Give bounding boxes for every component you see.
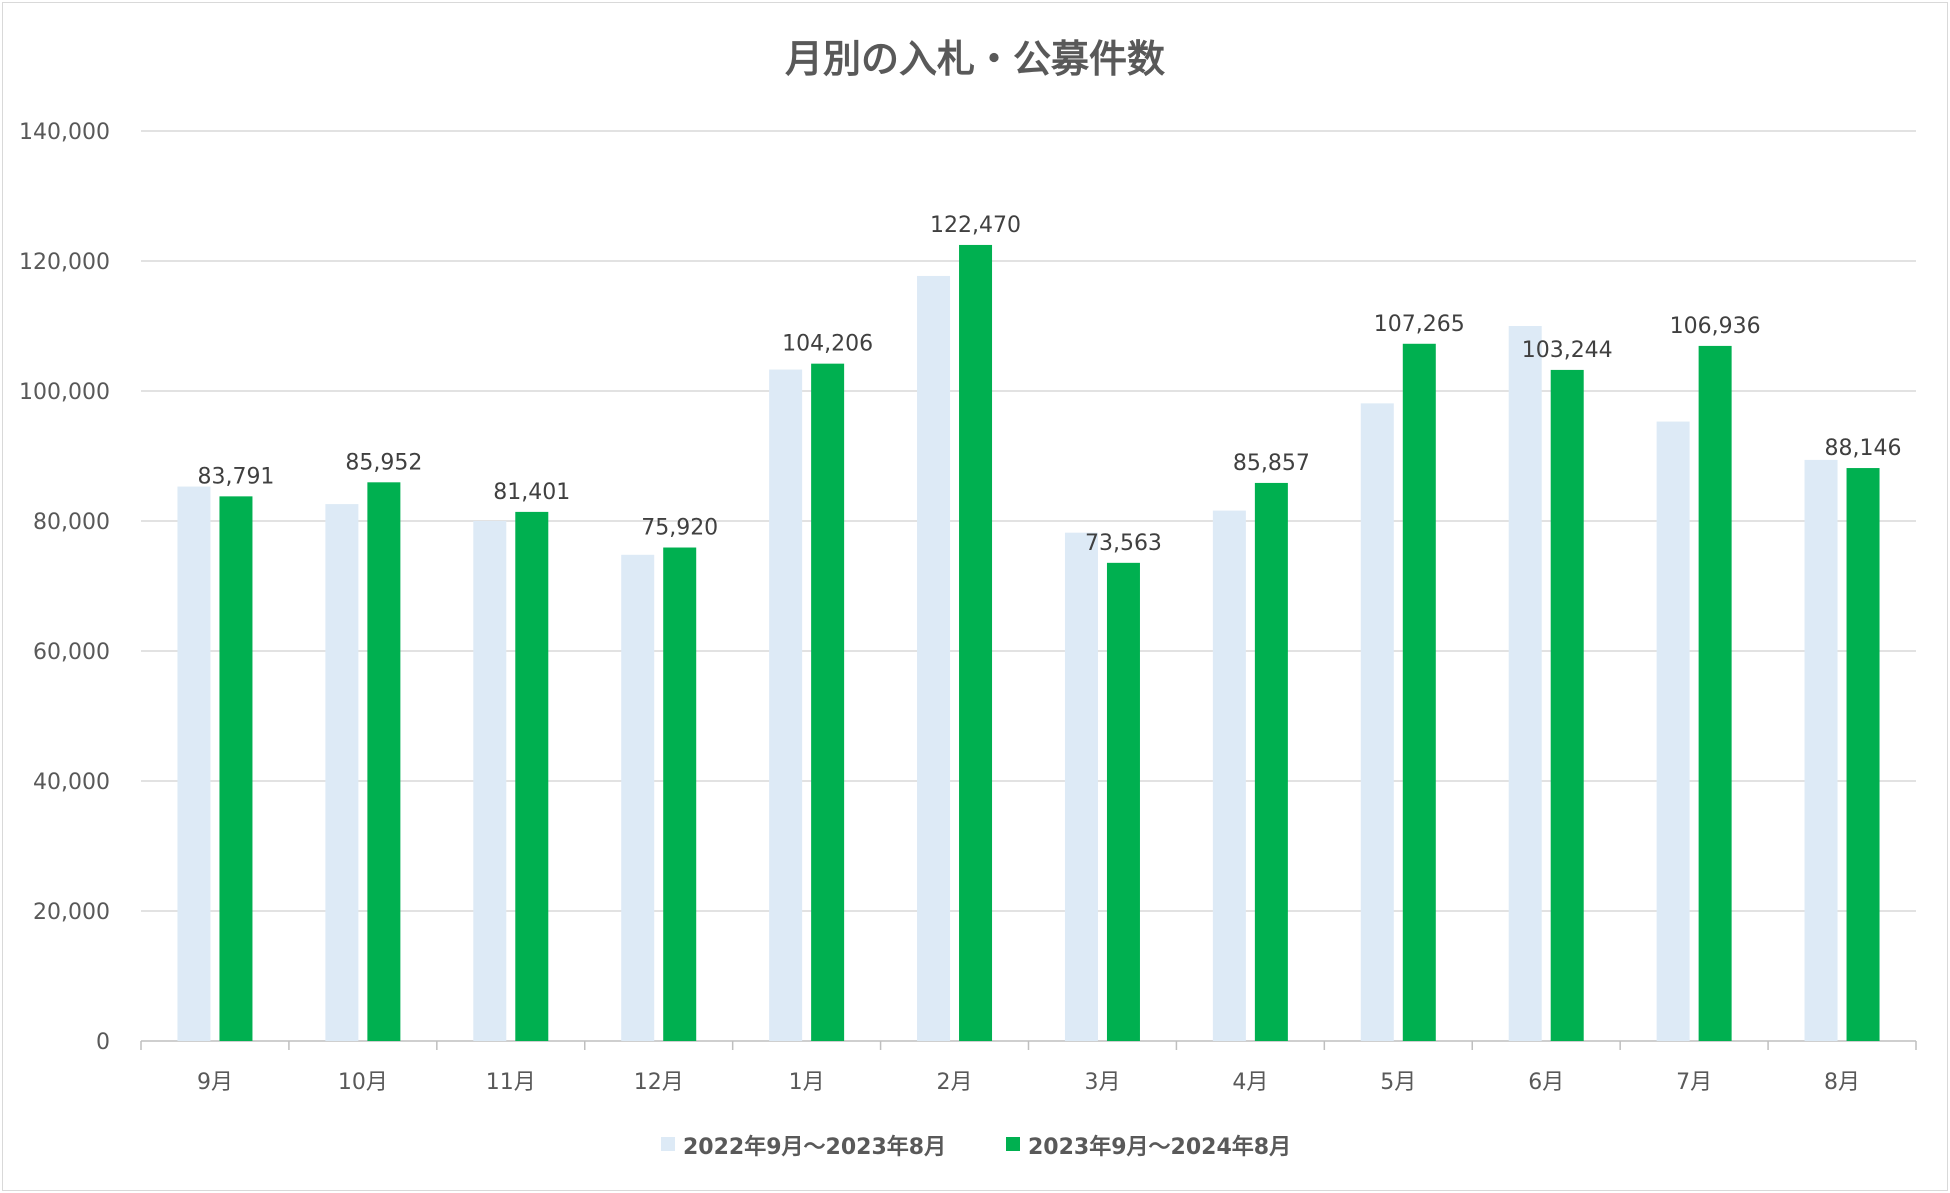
legend: 2022年9月～2023年8月 2023年9月～2024年8月 (661, 1134, 1291, 1160)
bar-series-1 (1212, 510, 1246, 1042)
bar-series-1 (1508, 326, 1542, 1041)
x-tick-label: 8月 (1824, 1070, 1860, 1095)
bar-series-1 (1360, 403, 1394, 1042)
x-axis: 9月 10月 11月 12月 1月 2月 3月 4月 5月 6月 7月 8月 (140, 1040, 1917, 1095)
data-label: 106,936 (1670, 314, 1761, 339)
data-label: 88,146 (1825, 436, 1902, 461)
bar-series-1 (621, 554, 655, 1041)
gridlines (141, 130, 1916, 912)
bar-series-2 (1106, 562, 1140, 1041)
data-label: 85,857 (1233, 451, 1310, 476)
bar-series-2 (1698, 345, 1732, 1041)
bar-series-2 (1402, 343, 1436, 1042)
x-tick-label: 11月 (486, 1070, 536, 1095)
data-label: 73,563 (1085, 531, 1162, 556)
bar-series-2 (219, 496, 253, 1041)
bar-series-1 (473, 521, 507, 1041)
data-label: 83,791 (197, 464, 274, 489)
bar-series-2 (515, 511, 549, 1041)
bar-series-2 (811, 363, 845, 1041)
data-label: 103,244 (1522, 338, 1613, 363)
bar-series-2 (1846, 468, 1880, 1041)
data-label: 75,920 (641, 516, 718, 541)
bar-series-2 (367, 482, 401, 1041)
bar-series-2 (959, 244, 993, 1041)
y-tick-label: 80,000 (33, 510, 110, 535)
x-tick-label: 7月 (1676, 1070, 1712, 1095)
x-tick-label: 4月 (1232, 1070, 1268, 1095)
y-tick-label: 20,000 (33, 900, 110, 925)
x-tick-label: 12月 (634, 1070, 684, 1095)
x-tick-label: 2月 (937, 1070, 973, 1095)
x-tick-label: 9月 (197, 1070, 233, 1095)
y-axis: 0 20,000 40,000 60,000 80,000 100,000 120,000 1… (19, 120, 110, 1055)
y-tick-label: 40,000 (33, 770, 110, 795)
y-tick-label: 100,000 (19, 380, 110, 405)
chart-title: 月別の入札・公募件数 (785, 37, 1165, 81)
bar-series-1 (177, 486, 211, 1041)
y-tick-label: 140,000 (19, 120, 110, 145)
legend-swatch-series-1 (661, 1137, 675, 1151)
data-label: 107,265 (1374, 312, 1465, 337)
legend-swatch-series-2 (1006, 1137, 1020, 1151)
y-tick-label: 120,000 (19, 250, 110, 275)
y-tick-label: 0 (96, 1030, 110, 1055)
bars (177, 244, 1880, 1042)
bar-series-1 (325, 504, 359, 1042)
data-labels: 83,791 85,952 81,401 75,920 104,206 122,470 73… (197, 213, 1901, 556)
x-tick-label: 6月 (1528, 1070, 1564, 1095)
x-tick-label: 3月 (1084, 1070, 1120, 1095)
x-tick-label: 10月 (338, 1070, 388, 1095)
bar-series-2 (663, 547, 697, 1041)
bar-series-2 (1254, 482, 1288, 1041)
legend-label-series-2: 2023年9月～2024年8月 (1028, 1134, 1291, 1160)
bar-series-1 (917, 275, 951, 1041)
legend-label-series-1: 2022年9月～2023年8月 (683, 1134, 946, 1160)
bar-series-1 (1804, 459, 1838, 1041)
x-tick-label: 1月 (789, 1070, 825, 1095)
data-label: 81,401 (493, 480, 570, 505)
bar-series-1 (769, 369, 803, 1041)
bar-series-2 (1550, 369, 1584, 1041)
data-label: 122,470 (930, 213, 1021, 238)
x-tick-label: 5月 (1380, 1070, 1416, 1095)
bar-series-1 (1656, 421, 1690, 1041)
y-tick-label: 60,000 (33, 640, 110, 665)
bar-series-1 (1064, 532, 1098, 1041)
data-label: 85,952 (345, 450, 422, 475)
data-label: 104,206 (782, 332, 873, 357)
